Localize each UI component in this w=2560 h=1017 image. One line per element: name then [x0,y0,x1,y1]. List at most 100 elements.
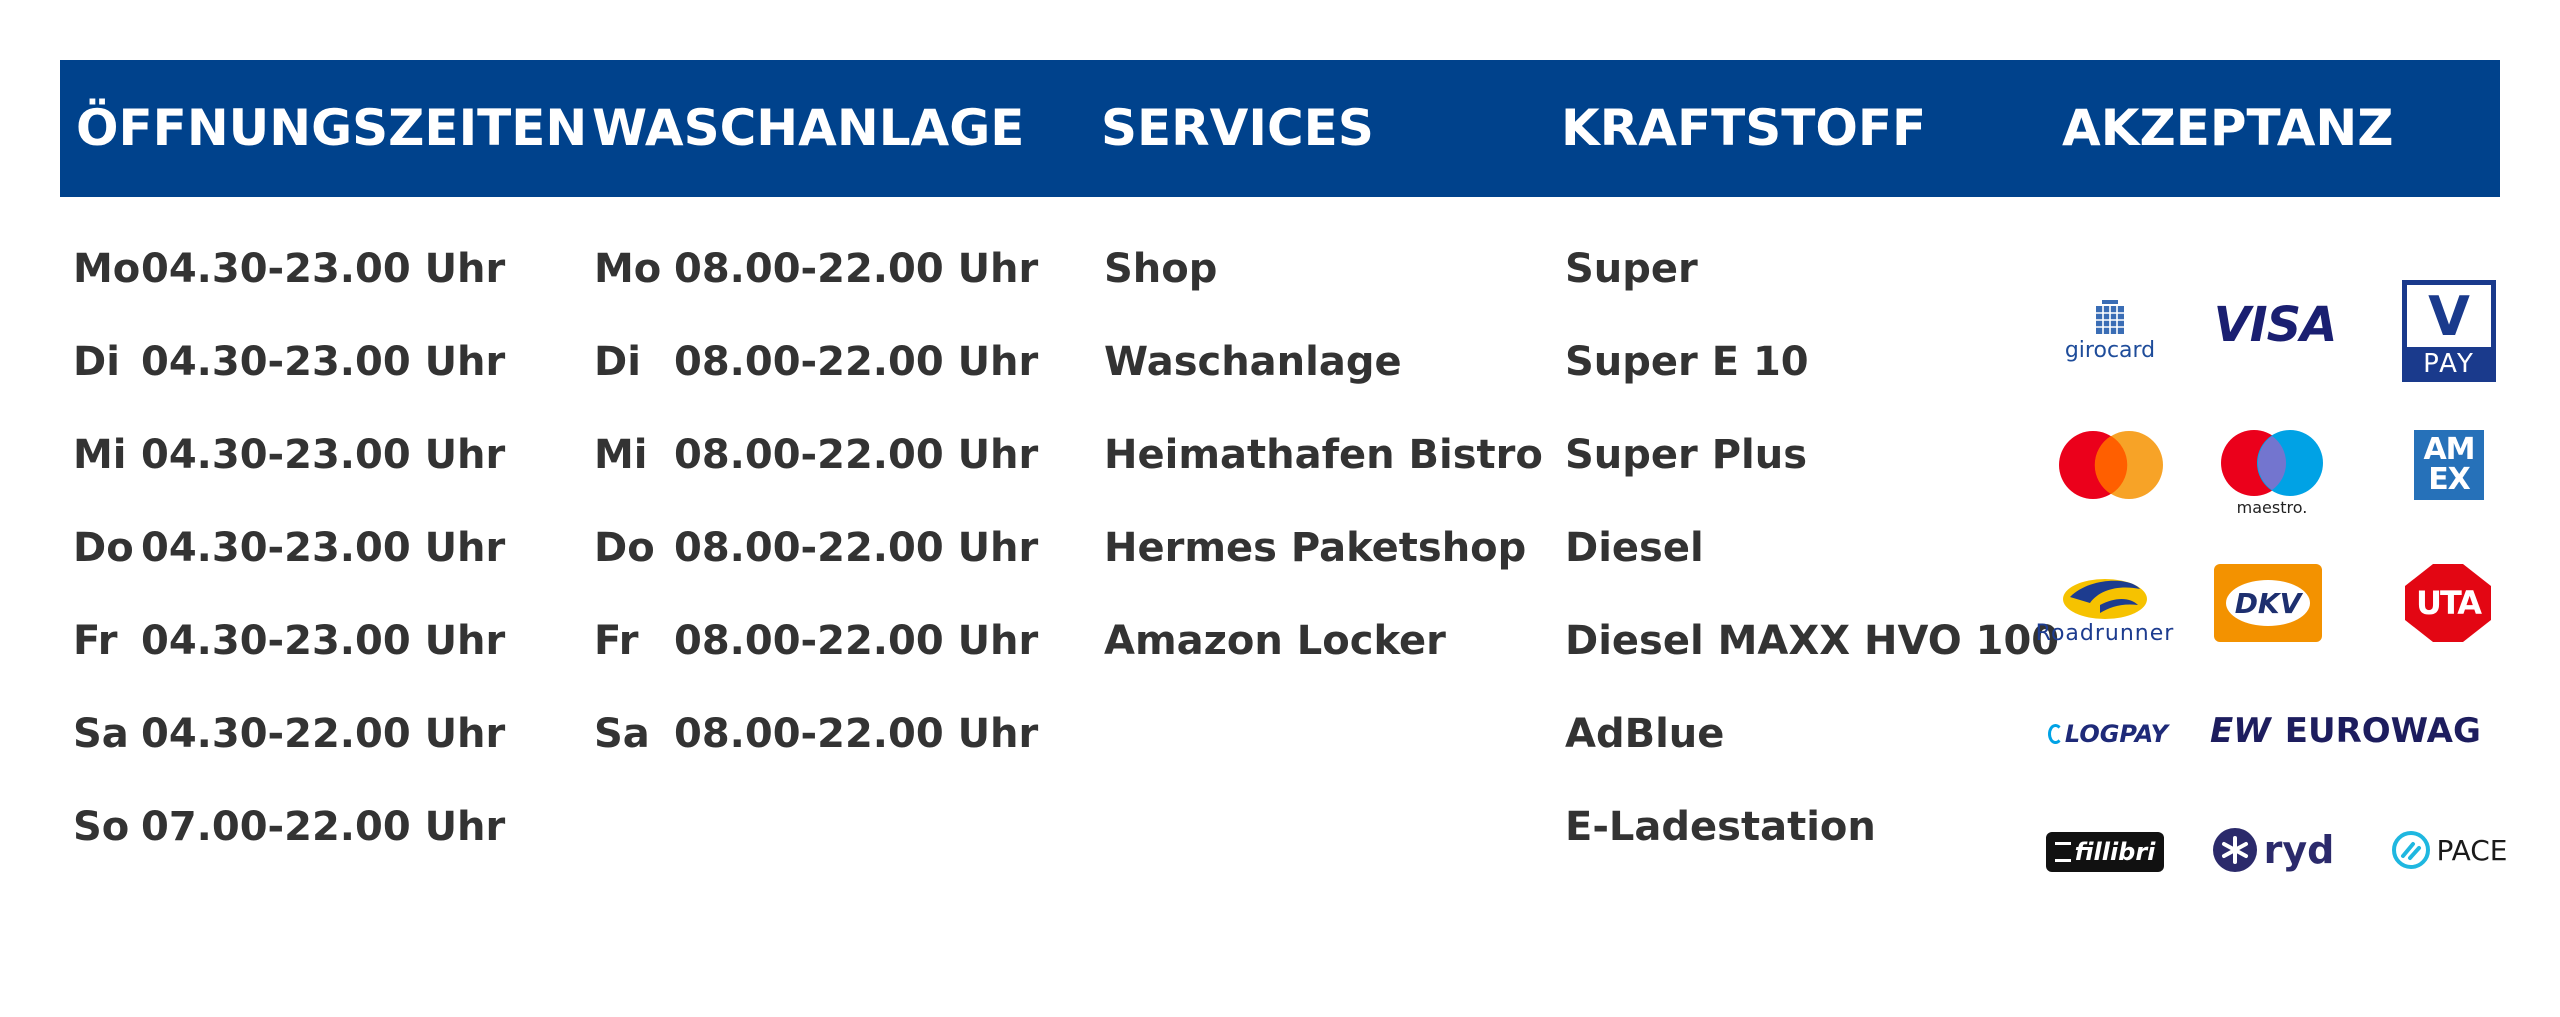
list-item: Sa [594,709,650,759]
uta-wordmark: UTA [2415,584,2482,622]
day-label: Di [73,339,120,385]
fuel-item: Diesel [1565,525,1704,571]
list-item: 08.00-22.00 Uhr [674,709,1038,759]
day-label: Fr [73,618,118,664]
header-waschanlage: WASCHANLAGE [592,99,1025,157]
fillibri-icon [2054,842,2071,862]
uta-logo: UTA [2403,562,2493,644]
logpay-icon [2048,724,2063,744]
list-item: Do [73,523,134,573]
hours-value: 08.00-22.00 Uhr [674,618,1039,664]
logpay-wordmark: LOGPAY [2064,720,2168,748]
header-services: SERVICES [1101,99,1374,157]
fuel-item: Super Plus [1565,432,1808,478]
day-label: Mi [594,432,648,478]
list-item: 04.30-23.00 Uhr [141,523,505,573]
hours-value: 08.00-22.00 Uhr [674,711,1039,757]
list-item: 08.00-22.00 Uhr [674,523,1038,573]
hours-value: 04.30-23.00 Uhr [141,246,506,292]
vpay-v: V [2428,284,2470,348]
list-item: Fr [73,616,118,666]
list-item: 07.00-22.00 Uhr [141,802,505,852]
fillibri-wordmark: fillibri [2074,838,2156,866]
hours-value: 08.00-22.00 Uhr [674,246,1039,292]
hours-value: 04.30-23.00 Uhr [141,339,506,385]
roadrunner-wordmark: Roadrunner [2035,620,2175,646]
day-label: So [73,804,130,850]
dkv-logo: DKV [2214,564,2322,642]
fuel-item: Super E 10 [1565,339,1809,385]
day-label: Do [73,525,134,571]
eurowag-mark: EW [2210,711,2271,751]
vpay-pay: PAY [2423,349,2475,379]
mastercard-logo [2053,428,2169,502]
maestro-icon [2221,430,2323,496]
eurowag-wordmark: EUROWAG [2284,711,2481,751]
hours-value: 04.30-23.00 Uhr [141,618,506,664]
ryd-icon [2212,828,2257,872]
list-item: Mo [73,244,140,294]
list-item: Fr [594,616,639,666]
fillibri-logo: fillibri [2046,832,2164,872]
pace-icon [2391,831,2430,869]
header-akzeptanz: AKZEPTANZ [2062,99,2394,157]
fuel-item: Super [1565,246,1698,292]
fuel-item: Diesel MAXX HVO 100 [1565,618,2060,664]
list-item: 08.00-22.00 Uhr [674,337,1038,387]
list-item: 08.00-22.00 Uhr [674,244,1038,294]
fuel-item: AdBlue [1565,711,1725,757]
ryd-wordmark: ryd [2263,828,2335,872]
day-label: Do [594,525,655,571]
day-label: Sa [73,711,129,757]
vpay-logo: V PAY [2402,280,2496,382]
list-item: Sa [73,709,129,759]
list-item: 08.00-22.00 Uhr [674,430,1038,480]
dkv-oval: DKV [2226,580,2310,626]
mastercard-icon [2059,431,2163,499]
list-item: Mi [73,430,127,480]
dkv-wordmark: DKV [2234,586,2302,620]
hours-value: 08.00-22.00 Uhr [674,339,1039,385]
list-item: 08.00-22.00 Uhr [674,616,1038,666]
service-item: Heimathafen Bistro [1104,432,1543,478]
hours-value: 04.30-23.00 Uhr [141,525,506,571]
day-label: Mo [73,246,141,292]
day-label: Di [594,339,641,385]
list-item: Do [594,523,655,573]
girocard-icon [2096,299,2124,334]
hours-value: 08.00-22.00 Uhr [674,525,1039,571]
list-item: 04.30-23.00 Uhr [141,430,505,480]
maestro-logo: maestro. [2214,428,2330,518]
maestro-wordmark: maestro. [2236,498,2308,517]
list-item: So [73,802,129,852]
ryd-logo: ryd [2208,822,2338,878]
service-item: Amazon Locker [1104,618,1446,664]
amex-bottom: EX [2428,462,2471,497]
hours-value: 04.30-22.00 Uhr [141,711,506,757]
pace-wordmark: PACE [2436,833,2508,867]
list-item: Di [73,337,120,387]
table-header: ÖFFNUNGSZEITEN WASCHANLAGE SERVICES KRAF… [60,60,2500,197]
uta-icon [2405,564,2491,642]
list-item: 04.30-23.00 Uhr [141,244,505,294]
list-item: Mo [594,244,661,294]
visa-logo: VISA [2214,295,2338,355]
list-item: 04.30-23.00 Uhr [141,616,505,666]
girocard-wordmark: girocard [2064,337,2156,363]
hours-value: 04.30-23.00 Uhr [141,432,506,478]
girocard-logo: girocard [2055,290,2165,370]
day-label: Mo [594,246,662,292]
logpay-logo: LOGPAY [2048,714,2168,754]
roadrunner-logo: Roadrunner [2030,574,2180,646]
header-oeffnungszeiten: ÖFFNUNGSZEITEN [76,99,588,157]
hours-value: 08.00-22.00 Uhr [674,432,1039,478]
service-item: Waschanlage [1104,339,1402,385]
hours-value: 07.00-22.00 Uhr [141,804,506,850]
fuel-item: E-Ladestation [1565,804,1876,850]
service-item: Hermes Paketshop [1104,525,1527,571]
list-item: 04.30-23.00 Uhr [141,337,505,387]
amex-logo: AM EX [2414,430,2484,500]
day-label: Fr [594,618,639,664]
header-kraftstoff: KRAFTSTOFF [1561,99,1927,157]
roadrunner-icon [2063,578,2147,619]
